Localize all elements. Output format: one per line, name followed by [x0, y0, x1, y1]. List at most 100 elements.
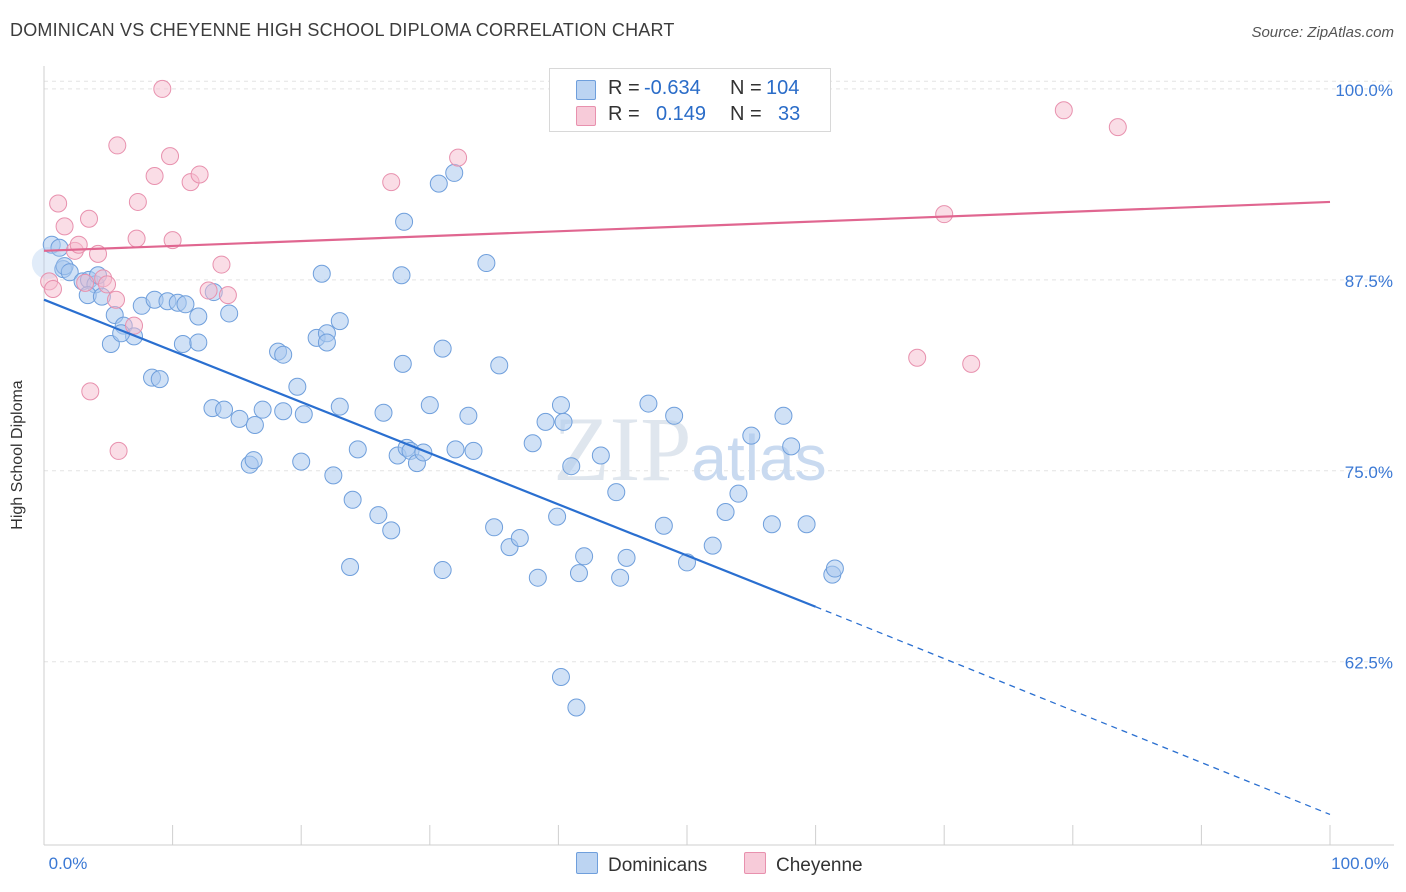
stats-legend: R = -0.634 N = 104 R = 0.149 N = 33: [549, 68, 831, 132]
legend-swatch-pink: [576, 106, 596, 126]
data-point-dominicans: [324, 466, 343, 485]
data-point-dominicans: [374, 403, 393, 422]
data-point-dominicans: [485, 518, 504, 537]
data-point-dominicans: [607, 483, 626, 502]
n-value: 104: [766, 77, 800, 99]
data-point-dominicans: [536, 412, 555, 431]
data-point-dominicans: [762, 515, 781, 534]
data-point-dominicans: [176, 295, 195, 314]
data-point-dominicans: [825, 559, 844, 578]
data-point-dominicans: [393, 354, 412, 373]
legend-swatch-pink: [744, 852, 766, 874]
data-point-cheyenne: [81, 382, 100, 401]
data-point-dominicans: [341, 558, 360, 577]
n-value: 33: [778, 103, 801, 125]
data-point-cheyenne: [76, 273, 95, 292]
data-point-dominicans: [369, 506, 388, 525]
n-label: N =: [730, 103, 762, 125]
data-point-dominicans: [554, 412, 573, 431]
data-point-dominicans: [567, 698, 586, 717]
data-point-dominicans: [433, 339, 452, 358]
data-point-dominicans: [312, 264, 331, 283]
data-point-dominicans: [60, 263, 79, 282]
trend-line-dominicans: [43, 298, 817, 608]
r-value: 0.149: [656, 103, 707, 125]
data-point-dominicans: [317, 333, 336, 352]
data-point-dominicans: [294, 405, 313, 424]
y-tick-label: 87.5%: [1345, 272, 1393, 291]
data-point-dominicans: [459, 406, 478, 425]
data-point-cheyenne: [127, 229, 146, 248]
data-point-dominicans: [173, 334, 192, 353]
chart-title: DOMINICAN VS CHEYENNE HIGH SCHOOL DIPLOM…: [10, 20, 675, 40]
data-point-dominicans: [703, 536, 722, 555]
gridlines: [44, 80, 1394, 663]
legend-label-dominicans: Dominicans: [608, 855, 708, 876]
legend-swatch-blue: [576, 852, 598, 874]
trend-line-cheyenne: [43, 200, 1331, 252]
legend-swatch-blue: [576, 80, 596, 100]
data-point-cheyenne: [218, 286, 237, 305]
data-point-cheyenne: [449, 148, 468, 167]
data-point-dominicans: [244, 451, 263, 470]
data-point-dominicans: [729, 484, 748, 503]
data-point-dominicans: [445, 163, 464, 182]
data-point-dominicans: [551, 667, 570, 686]
data-point-cheyenne: [80, 209, 99, 228]
data-point-dominicans: [611, 568, 630, 587]
data-point-dominicans: [591, 446, 610, 465]
data-point-dominicans: [548, 507, 567, 526]
data-point-dominicans: [150, 370, 169, 389]
data-point-dominicans: [274, 345, 293, 364]
data-point-dominicans: [782, 437, 801, 456]
data-point-cheyenne: [199, 281, 218, 300]
data-point-dominicans: [575, 547, 594, 566]
data-point-dominicans: [220, 304, 239, 323]
data-point-dominicans: [395, 212, 414, 231]
data-point-cheyenne: [108, 136, 127, 155]
data-point-cheyenne: [107, 290, 126, 309]
data-point-dominicans: [774, 406, 793, 425]
data-point-dominicans: [490, 356, 509, 375]
axes: [43, 66, 1394, 846]
data-point-cheyenne: [1054, 101, 1073, 120]
legend-item-cheyenne: Cheyenne: [744, 852, 863, 877]
legend-item-dominicans: Dominicans: [576, 852, 707, 877]
y-tick-label: 62.5%: [1345, 654, 1393, 673]
data-point-dominicans: [429, 174, 448, 193]
data-point-cheyenne: [908, 348, 927, 367]
legend-label-cheyenne: Cheyenne: [776, 855, 863, 876]
data-point-cheyenne: [163, 231, 182, 250]
data-point-dominicans: [528, 568, 547, 587]
r-value: -0.634: [644, 77, 701, 99]
data-point-cheyenne: [128, 192, 147, 211]
data-point-dominicans: [189, 307, 208, 326]
data-point-dominicans: [230, 409, 249, 428]
data-point-dominicans: [274, 402, 293, 421]
data-point-dominicans: [292, 452, 311, 471]
stats-legend-row-cheyenne: R = 0.149 N = 33: [550, 103, 830, 129]
data-point-dominicans: [464, 441, 483, 460]
tick-labels: 100.0% 87.5% 75.0% 62.5% 0.0% 100.0%: [49, 81, 1393, 873]
data-point-dominicans: [477, 254, 496, 273]
data-point-dominicans: [639, 394, 658, 413]
data-point-cheyenne: [55, 217, 74, 236]
data-point-dominicans: [446, 440, 465, 459]
data-point-dominicans: [716, 503, 735, 522]
data-point-cheyenne: [212, 255, 231, 274]
data-point-dominicans: [215, 400, 234, 419]
y-axis-label: High School Diploma: [9, 380, 26, 530]
series-dominicans: [31, 163, 844, 717]
data-point-dominicans: [569, 564, 588, 583]
r-label: R =: [608, 77, 640, 99]
data-point-dominicans: [433, 561, 452, 580]
data-point-cheyenne: [153, 79, 172, 98]
data-point-cheyenne: [125, 316, 144, 335]
data-point-cheyenne: [190, 165, 209, 184]
data-point-dominicans: [330, 312, 349, 331]
y-tick-label: 75.0%: [1345, 463, 1393, 482]
data-point-dominicans: [420, 396, 439, 415]
data-point-dominicans: [654, 516, 673, 535]
data-point-dominicans: [288, 377, 307, 396]
